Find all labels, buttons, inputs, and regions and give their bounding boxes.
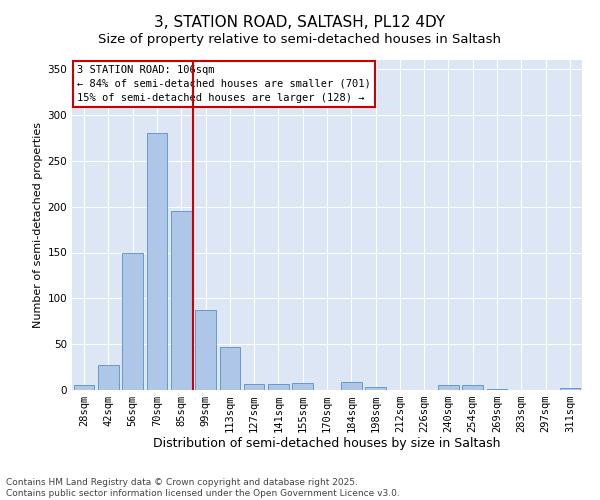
Bar	[171, 211, 191, 390]
Bar	[122, 252, 143, 390]
Text: Contains HM Land Registry data © Crown copyright and database right 2025.
Contai: Contains HM Land Registry data © Crown c…	[6, 478, 400, 498]
Y-axis label: Number of semi-detached properties: Number of semi-detached properties	[33, 122, 43, 328]
Text: Size of property relative to semi-detached houses in Saltash: Size of property relative to semi-detach…	[98, 32, 502, 46]
Bar	[463, 384, 483, 390]
Bar	[195, 310, 216, 390]
Bar	[74, 386, 94, 390]
Bar	[268, 384, 289, 390]
Text: 3 STATION ROAD: 106sqm
← 84% of semi-detached houses are smaller (701)
15% of se: 3 STATION ROAD: 106sqm ← 84% of semi-det…	[77, 65, 371, 103]
Bar	[146, 134, 167, 390]
Bar	[438, 386, 459, 390]
Bar	[341, 382, 362, 390]
Bar	[292, 382, 313, 390]
Bar	[98, 365, 119, 390]
Text: 3, STATION ROAD, SALTASH, PL12 4DY: 3, STATION ROAD, SALTASH, PL12 4DY	[154, 15, 446, 30]
Bar	[220, 347, 240, 390]
Bar	[244, 384, 265, 390]
X-axis label: Distribution of semi-detached houses by size in Saltash: Distribution of semi-detached houses by …	[153, 436, 501, 450]
Bar	[487, 389, 508, 390]
Bar	[365, 387, 386, 390]
Bar	[560, 388, 580, 390]
